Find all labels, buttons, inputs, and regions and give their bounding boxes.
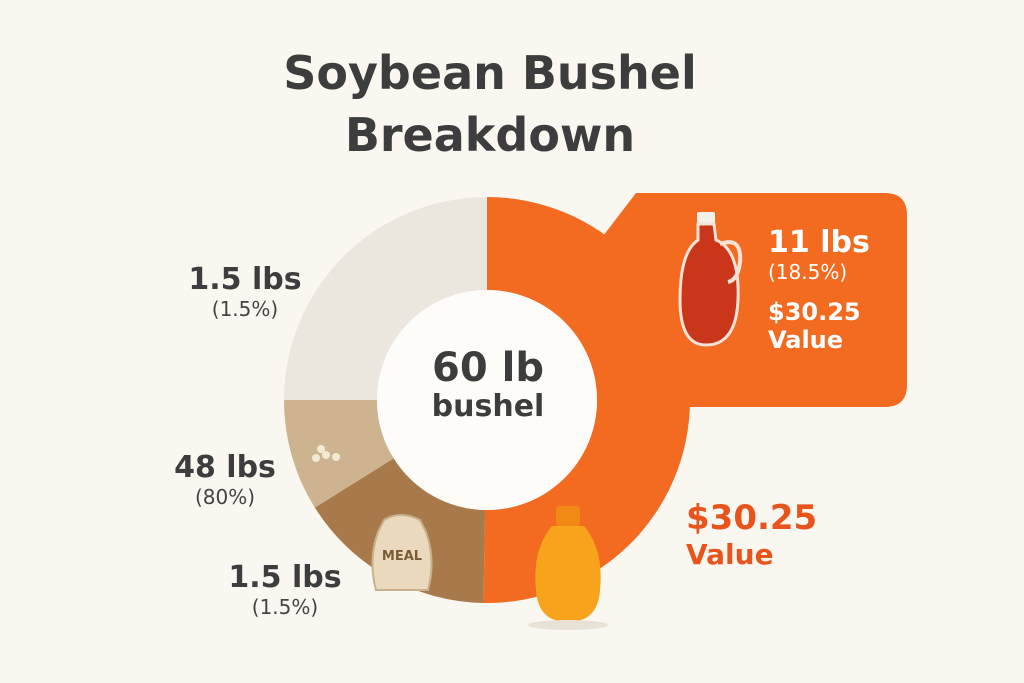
center-unit: bushel <box>431 389 545 424</box>
donut-hole <box>377 290 597 510</box>
callout-price: $30.25 <box>768 298 861 326</box>
donut-segment <box>284 197 487 400</box>
value-label: Value <box>686 538 774 571</box>
meal-bag-icon: MEAL <box>371 514 433 591</box>
segment-amount: 1.5 lbs <box>188 262 302 297</box>
segment-share: (1.5%) <box>211 297 279 321</box>
title: Soybean Bushel Breakdown <box>283 46 697 162</box>
center-amount: 60 lb <box>432 345 544 391</box>
bean-icon <box>312 445 340 462</box>
segment-amount: 48 lbs <box>174 450 276 485</box>
bag-label: MEAL <box>382 549 422 564</box>
callout-amount: 11 lbs <box>768 225 870 260</box>
callout-price-label: Value <box>768 326 844 354</box>
callout-share: (18.5%) <box>768 260 848 284</box>
callout-box <box>600 193 907 407</box>
donut-segment <box>284 400 394 508</box>
segment-share: (80%) <box>194 485 256 509</box>
segment-amount: 1.5 lbs <box>228 560 342 595</box>
value-price: $30.25 <box>686 498 818 538</box>
segment-share: (1.5%) <box>251 595 319 619</box>
oil-bottle-icon <box>528 506 608 630</box>
jug-icon <box>678 212 743 347</box>
